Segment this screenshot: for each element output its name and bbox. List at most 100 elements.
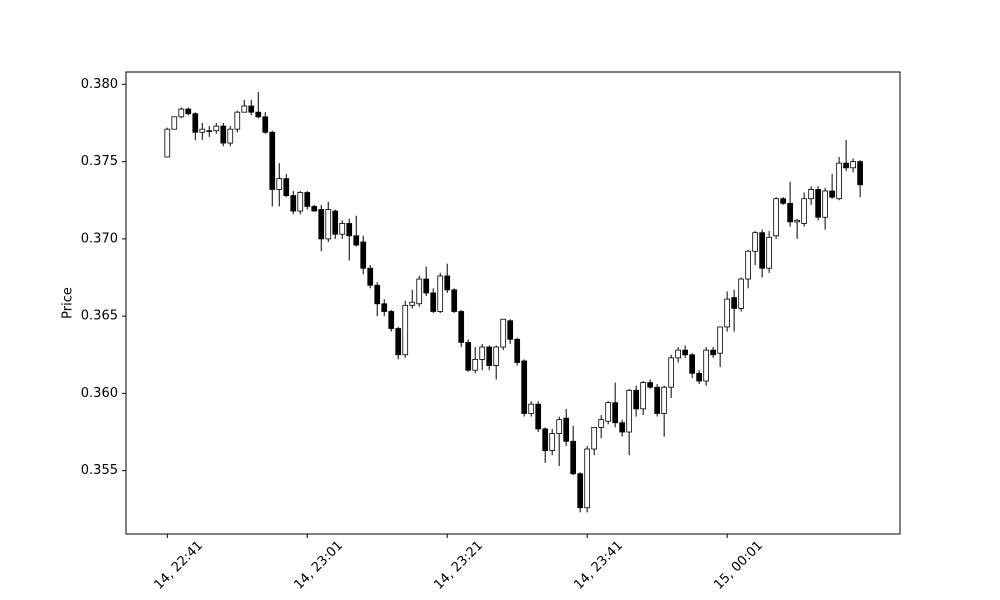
candle-body (297, 192, 304, 212)
candle-body (164, 128, 171, 158)
candle-body (570, 440, 577, 475)
candle-body (402, 304, 409, 356)
candle-body (710, 349, 716, 356)
candle-body (577, 473, 584, 509)
candle-body (752, 232, 758, 252)
candle-body (773, 198, 779, 237)
candle-body (542, 428, 549, 451)
candle-body (822, 190, 828, 218)
candle-body (598, 419, 605, 428)
candle-body (479, 346, 486, 360)
candle-body (220, 125, 227, 144)
candle-body (360, 241, 367, 269)
candle-body (647, 382, 654, 388)
candle-body (794, 219, 800, 223)
candle-body (514, 338, 521, 363)
plot-frame (125, 71, 901, 535)
candle-body (591, 426, 598, 450)
candle-body (605, 402, 612, 422)
candle-body (311, 206, 318, 212)
y-tick-label: 0.360 (81, 386, 118, 401)
candle-body (675, 349, 682, 359)
x-tick-label: 14, 22:41 (151, 538, 206, 593)
candle-body (731, 297, 737, 309)
y-tick-label: 0.355 (81, 463, 118, 478)
candle-body (262, 116, 269, 133)
candle-body (276, 178, 283, 190)
candle-body (178, 108, 185, 118)
candle-body (269, 131, 276, 190)
candle-body (493, 346, 500, 366)
candle-body (374, 284, 381, 305)
candle-body (451, 289, 458, 312)
candle-body (549, 433, 556, 451)
candle-body (703, 349, 709, 382)
candle-body (367, 267, 374, 286)
candle-body (654, 386, 661, 414)
candle-body (206, 130, 213, 132)
candle-body (633, 389, 640, 410)
candle-body (759, 232, 765, 269)
candle-body (640, 382, 647, 410)
candle-body (234, 111, 241, 130)
candle-body (836, 162, 842, 200)
candle-body (717, 326, 723, 354)
y-tick-label: 0.370 (81, 231, 118, 246)
candle-body (332, 210, 339, 235)
candle-body (395, 328, 402, 356)
y-tick-label: 0.365 (81, 309, 118, 324)
candle-body (843, 162, 849, 169)
candle-body (780, 198, 786, 204)
candle-body (227, 128, 234, 144)
candle-body (507, 320, 514, 340)
candle-body (808, 189, 814, 200)
candle-body (171, 116, 178, 130)
candle-body (829, 190, 835, 198)
candle-body (458, 311, 465, 343)
candle-body (423, 278, 430, 294)
candle-body (626, 389, 633, 433)
candle-body (381, 303, 388, 312)
candle-body (416, 278, 423, 305)
candle-body (738, 278, 744, 309)
x-tick-label: 14, 23:41 (571, 538, 626, 593)
candle-body (437, 275, 444, 312)
candle-body (535, 403, 542, 430)
candle-body (556, 419, 563, 434)
candle-body (787, 202, 793, 223)
candle-body (850, 161, 856, 169)
x-tick-label: 14, 23:01 (291, 538, 346, 593)
x-tick-label: 15, 00:01 (711, 538, 766, 593)
candle-body (444, 275, 451, 291)
candle-body (696, 372, 703, 382)
candle-body (815, 189, 821, 218)
candle-body (661, 386, 668, 414)
candle-body (199, 128, 206, 133)
y-tick-label: 0.380 (81, 77, 118, 92)
candle-body (668, 357, 675, 388)
candle-body (353, 235, 360, 246)
candle-body (745, 250, 751, 280)
candle-body (486, 346, 493, 366)
candle-body (304, 192, 311, 207)
x-tick-label: 14, 23:21 (431, 538, 486, 593)
candle-body (248, 105, 255, 113)
candle-body (409, 301, 416, 306)
candle-body (500, 318, 507, 348)
candle-body (801, 198, 807, 224)
candle-body (185, 108, 192, 115)
candle-body (465, 342, 472, 371)
y-tick-label: 0.375 (81, 154, 118, 169)
candle-body (318, 209, 325, 240)
candle-body (283, 178, 290, 197)
candle-body (682, 349, 689, 356)
candle-body (528, 403, 535, 414)
candle-body (584, 448, 591, 509)
candle-body (521, 360, 528, 414)
y-axis-label: Price (61, 287, 76, 319)
candle-body (563, 417, 570, 442)
candle-body (346, 223, 353, 237)
candle-body (689, 354, 696, 374)
candle-body (192, 113, 199, 133)
candle-body (339, 223, 346, 235)
